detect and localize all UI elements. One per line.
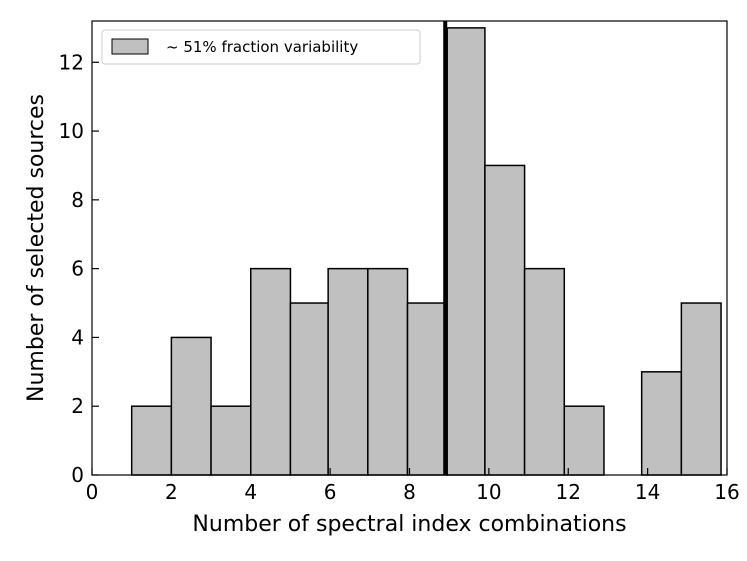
x-tick-label-8: 8	[403, 480, 416, 504]
y-tick-label-6: 6	[71, 257, 84, 281]
bar-14	[680, 302, 722, 476]
bar-0	[130, 405, 173, 476]
bar-4	[289, 302, 329, 476]
bar-11	[563, 405, 605, 476]
x-axis-ticks: 0 2 4 6 8 10 12 14 16	[86, 468, 740, 504]
y-tick-label-12: 12	[59, 50, 84, 74]
y-tick-label-10: 10	[59, 119, 84, 143]
x-tick-label-16: 16	[714, 480, 739, 504]
legend-swatch	[111, 38, 149, 55]
y-axis-label: Number of selected sources	[24, 94, 49, 402]
bar-8	[446, 27, 486, 476]
bar-5	[327, 267, 369, 476]
legend-entry: ~ 51% fraction variability	[166, 38, 358, 56]
y-tick-label-4: 4	[71, 325, 84, 349]
x-tick-label-14: 14	[635, 480, 660, 504]
x-axis-label: Number of spectral index combinations	[192, 512, 626, 537]
x-tick-label-6: 6	[324, 480, 337, 504]
bar-1	[170, 336, 212, 476]
x-tick-label-4: 4	[244, 480, 257, 504]
y-tick-label-2: 2	[71, 394, 84, 418]
x-tick-label-10: 10	[476, 480, 501, 504]
legend-box	[101, 29, 421, 65]
x-tick-label-2: 2	[165, 480, 178, 504]
bar-9	[484, 164, 526, 476]
x-tick-label-12: 12	[556, 480, 581, 504]
bar-2	[210, 405, 252, 476]
bars-group	[130, 27, 722, 476]
bar-10	[523, 267, 566, 476]
y-tick-label-8: 8	[71, 188, 84, 212]
legend: ~ 51% fraction variability	[101, 29, 421, 65]
bar-13	[640, 371, 683, 476]
bar-6	[367, 267, 409, 476]
y-tick-label-0: 0	[71, 463, 84, 487]
bar-3	[250, 267, 292, 476]
bar-7	[406, 302, 448, 476]
y-axis-ticks: 0 2 4 6 8 10 12	[59, 50, 99, 487]
x-tick-label-0: 0	[86, 480, 99, 504]
